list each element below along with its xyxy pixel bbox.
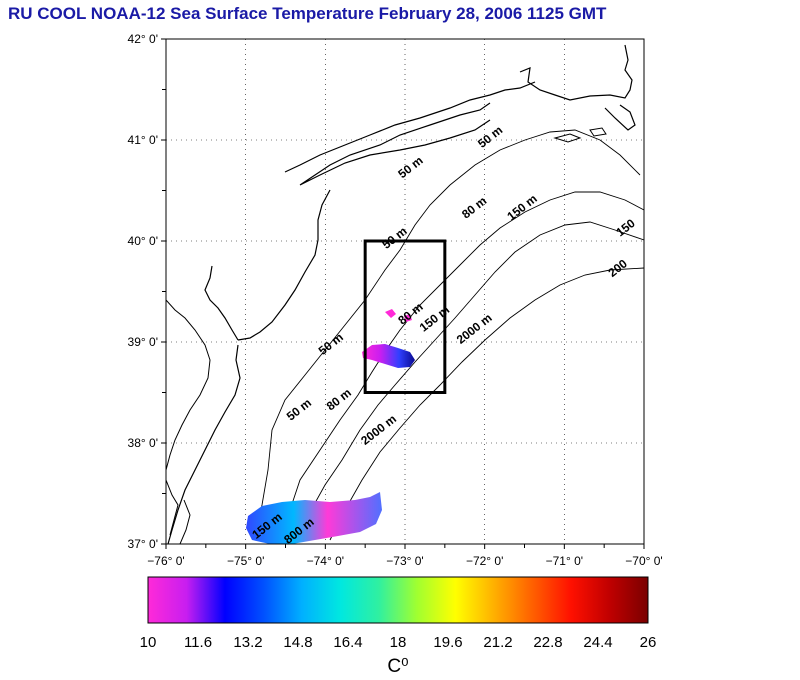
latitude-label: 41° 0' — [128, 133, 158, 147]
coastline-delmarva — [167, 344, 241, 544]
longitude-label: −71° 0' — [546, 554, 583, 568]
isobath-2000m — [329, 267, 644, 541]
latitude-label: 38° 0' — [128, 436, 158, 450]
coastline-new-jersey — [204, 189, 331, 341]
graticule — [161, 38, 645, 549]
isobath-label: 150 — [613, 216, 638, 240]
colorbar-tick-label: 14.8 — [283, 634, 312, 651]
coastline-chesapeake — [166, 479, 191, 544]
latitude-label: 40° 0' — [128, 234, 158, 248]
longitude-label: −76° 0' — [147, 554, 184, 568]
map-title: RU COOL NOAA-12 Sea Surface Temperature … — [8, 4, 607, 23]
colorbar-tick-labels: 10 11.6 13.2 14.8 16.4 18 19.6 21.2 22.8 24.4 26 — [140, 634, 657, 651]
isobath-label: 50 m — [379, 224, 409, 252]
longitude-label: −70° 0' — [625, 554, 662, 568]
colorbar-tick-label: 13.2 — [233, 634, 262, 651]
isobath-150m — [299, 221, 644, 541]
isobath-50m — [254, 129, 641, 541]
isobath-label: 2000 m — [454, 311, 495, 347]
isobath-label: 2000 m — [358, 412, 399, 448]
colorbar-tick-label: 16.4 — [333, 634, 362, 651]
colorbar-tick-label: 11.6 — [184, 634, 212, 651]
coastline-massachusetts — [519, 44, 636, 131]
study-area-box — [363, 239, 447, 394]
coastline-long-island — [299, 102, 491, 186]
isobath-label: 50 m — [284, 396, 314, 424]
isobath-80m — [284, 191, 644, 541]
colorbar-tick-label: 26 — [640, 634, 657, 651]
colorbar-tick-label: 10 — [140, 634, 157, 651]
isobath-label: 50 m — [316, 330, 346, 358]
longitude-label: −72° 0' — [466, 554, 503, 568]
latitude-labels: 42° 0' 41° 0' 40° 0' 39° 0' 38° 0' 37° 0' — [128, 32, 158, 551]
latitude-label: 42° 0' — [128, 32, 158, 46]
longitude-label: −74° 0' — [307, 554, 344, 568]
isobath-label: 200 — [605, 256, 630, 280]
colorbar — [147, 576, 649, 624]
longitude-labels: −76° 0' −75° 0' −74° 0' −73° 0' −72° 0' −71° … — [147, 554, 662, 568]
sst-patch-north-fragment — [385, 309, 412, 322]
coastline-connecticut — [284, 81, 536, 173]
colorbar-tick-label: 24.4 — [583, 634, 612, 651]
colorbar-tick-label: 18 — [390, 634, 407, 651]
colorbar-tick-label: 22.8 — [533, 634, 562, 651]
longitude-label: −75° 0' — [227, 554, 264, 568]
sst-patch-south — [246, 492, 382, 544]
latitude-label: 37° 0' — [128, 537, 158, 551]
colorbar-tick-label: 21.2 — [483, 634, 512, 651]
colorbar-unit-label: C⁰ — [387, 656, 408, 677]
map-content — [166, 44, 644, 544]
coastline-nantucket — [553, 127, 607, 143]
coastline-delaware-bay — [166, 299, 211, 471]
longitude-label: −73° 0' — [386, 554, 423, 568]
isobath-label: 80 m — [324, 386, 354, 414]
sst-patch-north — [362, 344, 415, 368]
map-frame — [165, 38, 645, 545]
isobath-label: 80 m — [459, 194, 489, 222]
latitude-label: 39° 0' — [128, 335, 158, 349]
isobath-label: 50 m — [395, 153, 425, 181]
colorbar-tick-label: 19.6 — [433, 634, 462, 651]
